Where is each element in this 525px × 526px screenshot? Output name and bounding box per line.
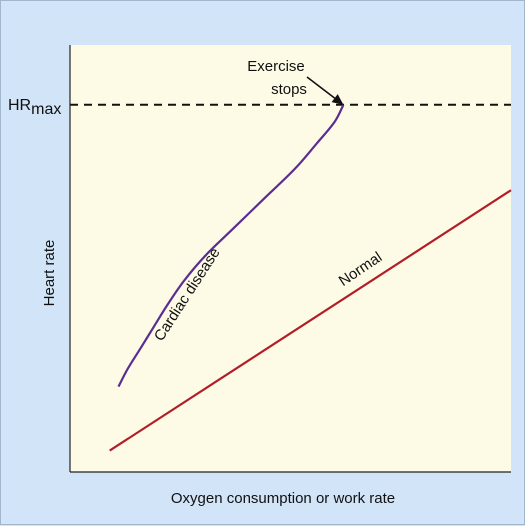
annotation-arrow <box>306 76 336 99</box>
x-axis-label: Oxygen consumption or work rate <box>171 490 395 507</box>
series-line-cardiac-disease <box>117 104 345 388</box>
annotation-line2: stops <box>271 81 307 98</box>
y-axis-label: Heart rate <box>41 240 58 307</box>
plot-background <box>70 45 511 472</box>
hrmax-label-sub: max <box>31 101 61 118</box>
series-line-normal <box>109 189 512 452</box>
annotation-line1: Exercise <box>247 58 305 75</box>
annotation-arrow-head <box>331 94 344 105</box>
hrmax-label: HRmax <box>8 97 61 118</box>
hrmax-label-main: HR <box>8 97 31 114</box>
